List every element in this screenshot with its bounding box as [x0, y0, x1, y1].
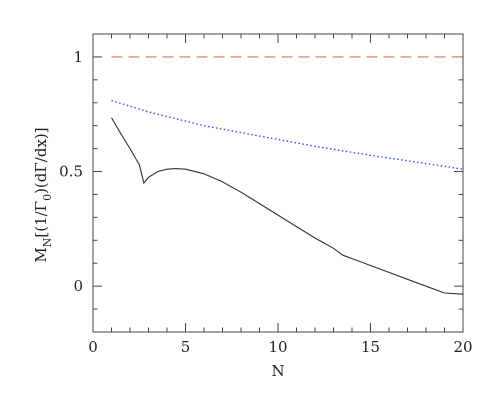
y-tick-label: 0	[73, 277, 83, 295]
y-label-sub2: 0	[41, 194, 54, 201]
y-label-sub: N	[41, 237, 54, 247]
plot-frame	[92, 33, 464, 333]
x-axis-label: N	[271, 362, 284, 380]
x-tick-label: 0	[88, 338, 98, 356]
x-tick-label: 15	[361, 338, 380, 356]
x-tick-label: 5	[181, 338, 191, 356]
axis-ticks: 0 5 10 15 20 0 0.5 1	[59, 33, 473, 356]
y-label-main: M	[32, 247, 50, 262]
y-tick-label: 0.5	[59, 163, 83, 181]
y-label-rest: [(1/Γ	[32, 201, 50, 238]
y-axis-label: MN[(1/Γ0)(dΓ/dx)]	[32, 127, 54, 262]
series-line-dotted	[111, 99, 464, 170]
x-tick-label: 20	[453, 338, 472, 356]
y-label-tail: )(dΓ/dx)]	[32, 127, 50, 194]
series-group	[111, 56, 464, 295]
y-tick-label: 1	[73, 48, 83, 66]
series-line-solid	[111, 117, 464, 295]
x-tick-label: 10	[268, 338, 287, 356]
